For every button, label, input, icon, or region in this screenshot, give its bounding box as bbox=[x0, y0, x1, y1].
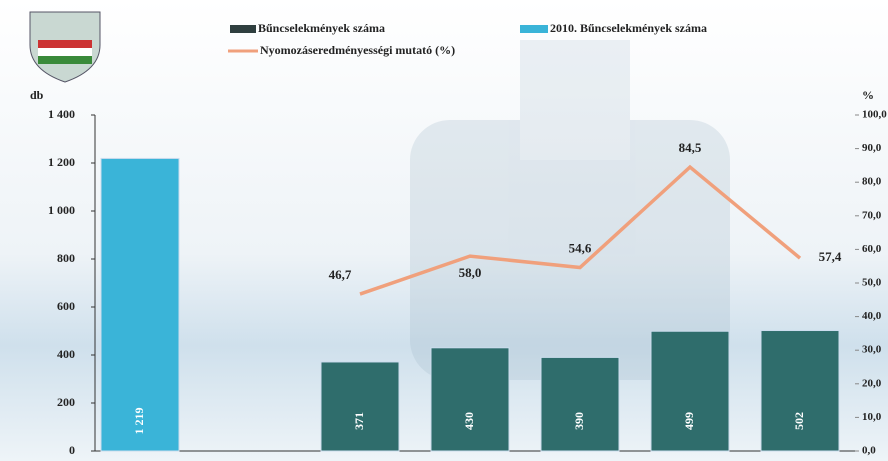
y2-tick-label: 10,0 bbox=[862, 411, 882, 423]
y-axis-title: db bbox=[30, 88, 44, 102]
legend-swatch bbox=[230, 25, 256, 33]
x-tick-label: 2022. bbox=[457, 459, 484, 461]
bar bbox=[430, 347, 510, 452]
building-watermark bbox=[410, 40, 730, 380]
y2-tick-label: 30,0 bbox=[862, 344, 882, 356]
y-tick-label: 1 000 bbox=[48, 203, 75, 217]
bar bbox=[760, 330, 840, 452]
legend-swatch bbox=[520, 25, 548, 33]
y2-tick-label: 80,0 bbox=[862, 176, 882, 188]
bar-value-label: 502 bbox=[792, 412, 806, 430]
bar bbox=[540, 356, 620, 452]
bar-value-label: 430 bbox=[462, 412, 476, 430]
bar-value-label: 1 219 bbox=[132, 408, 146, 435]
y2-tick-label: 60,0 bbox=[862, 243, 882, 255]
y2-tick-label: 100,0 bbox=[862, 109, 887, 121]
y-tick-label: 1 400 bbox=[48, 107, 75, 121]
y-tick-label: 0 bbox=[69, 443, 75, 457]
y2-tick-label: 0,0 bbox=[862, 445, 876, 457]
bar bbox=[100, 157, 180, 452]
x-tick-label: 2023. bbox=[567, 459, 594, 461]
x-tick-label: 2024. bbox=[677, 459, 704, 461]
bar bbox=[320, 361, 400, 452]
line-value-label: 58,0 bbox=[459, 265, 482, 280]
legend-label: Nyomozáseredményességi mutató (%) bbox=[260, 43, 455, 57]
line-value-label: 57,4 bbox=[819, 249, 842, 264]
y2-tick-label: 90,0 bbox=[862, 142, 882, 154]
bar-value-label: 390 bbox=[572, 412, 586, 430]
bar-value-label: 371 bbox=[352, 412, 366, 430]
logo bbox=[29, 11, 101, 83]
line-value-label: 84,5 bbox=[679, 140, 702, 155]
x-tick-label: 2025. bbox=[787, 459, 814, 461]
legend-label: 2010. Bűncselekmények száma bbox=[550, 21, 707, 35]
legend-label: Bűncselekmények száma bbox=[258, 21, 385, 35]
bar-value-label: 499 bbox=[682, 412, 696, 430]
y-tick-label: 600 bbox=[57, 299, 75, 313]
line bbox=[359, 164, 802, 296]
y2-tick-label: 20,0 bbox=[862, 377, 882, 389]
y-tick-label: 200 bbox=[57, 395, 75, 409]
y-tick-label: 400 bbox=[57, 347, 75, 361]
y2-tick-label: 70,0 bbox=[862, 209, 882, 221]
y-tick-label: 1 200 bbox=[48, 155, 75, 169]
bar bbox=[650, 330, 730, 452]
y2-tick-label: 40,0 bbox=[862, 310, 882, 322]
line-value-label: 54,6 bbox=[569, 241, 592, 256]
y2-axis-title: % bbox=[862, 88, 874, 102]
x-tick-label: 2010. bbox=[127, 459, 154, 461]
x-tick-label: 2021. bbox=[347, 459, 374, 461]
y2-tick-label: 50,0 bbox=[862, 277, 882, 289]
y-tick-label: 800 bbox=[57, 251, 75, 265]
line-value-label: 46,7 bbox=[329, 267, 352, 282]
